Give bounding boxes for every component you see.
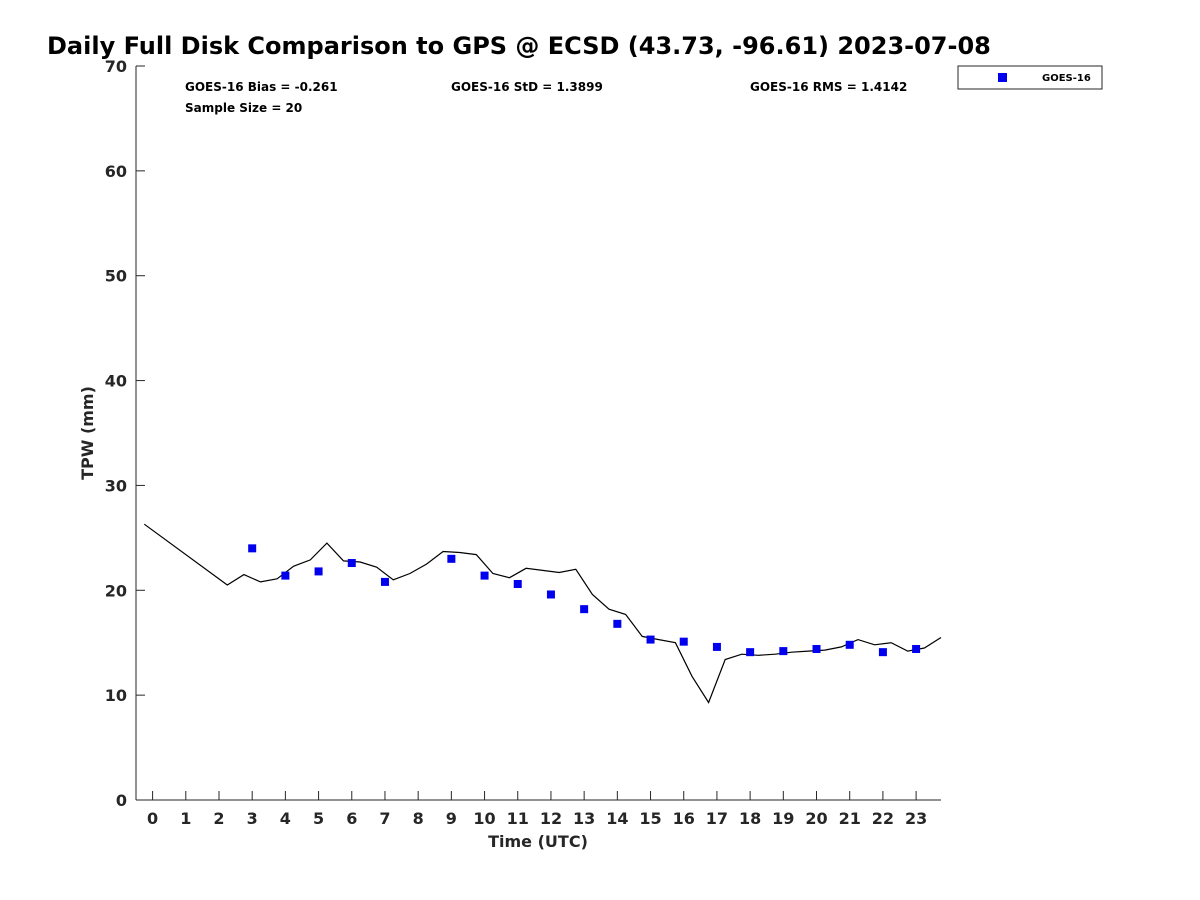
x-tick-label: 2 <box>213 809 224 828</box>
y-axis-label: TPW (mm) <box>78 386 97 480</box>
x-tick-label: 15 <box>639 809 661 828</box>
legend-label-goes16: GOES-16 <box>1042 73 1091 84</box>
goes16-data-point <box>480 571 489 580</box>
legend-marker-goes16 <box>998 73 1007 82</box>
y-tick-label: 70 <box>105 57 127 76</box>
chart-title: Daily Full Disk Comparison to GPS @ ECSD… <box>47 32 991 60</box>
y-tick-label: 30 <box>105 476 127 495</box>
goes16-data-point <box>248 544 257 553</box>
x-tick-label: 8 <box>413 809 424 828</box>
x-tick-label: 9 <box>446 809 457 828</box>
x-tick-label: 18 <box>739 809 761 828</box>
x-tick-label: 6 <box>346 809 357 828</box>
y-tick-label: 50 <box>105 267 127 286</box>
y-tick-label: 20 <box>105 581 127 600</box>
legend: GOES-16 <box>957 65 1103 90</box>
x-tick-label: 17 <box>706 809 728 828</box>
goes16-data-point <box>281 571 290 580</box>
goes16-data-point <box>314 567 323 576</box>
goes16-data-point <box>613 619 622 628</box>
x-tick-label: 10 <box>473 809 495 828</box>
x-tick-label: 5 <box>313 809 324 828</box>
x-tick-label: 21 <box>839 809 861 828</box>
y-tick-label: 40 <box>105 372 127 391</box>
std-stat: GOES-16 StD = 1.3899 <box>451 80 603 94</box>
x-axis-label: Time (UTC) <box>488 832 588 851</box>
goes16-data-point <box>712 642 721 651</box>
goes16-data-point <box>580 605 589 614</box>
x-tick-label: 0 <box>147 809 158 828</box>
x-tick-label: 11 <box>507 809 529 828</box>
goes16-data-point <box>878 648 887 657</box>
goes16-data-point <box>679 637 688 646</box>
goes16-data-point <box>646 635 655 644</box>
gps-tpw-line <box>143 523 942 704</box>
x-tick-label: 4 <box>280 809 291 828</box>
x-tick-label: 16 <box>673 809 695 828</box>
goes16-data-point <box>513 579 522 588</box>
y-ticks: 0 10 20 30 40 50 60 70 <box>105 57 145 810</box>
x-tick-label: 3 <box>247 809 258 828</box>
x-tick-label: 22 <box>872 809 894 828</box>
x-tick-label: 20 <box>805 809 827 828</box>
sample-size-stat: Sample Size = 20 <box>185 101 302 115</box>
x-tick-label: 14 <box>606 809 628 828</box>
goes16-data-point <box>779 647 788 656</box>
series-layer <box>143 523 942 704</box>
goes16-data-point <box>812 645 821 654</box>
x-ticks: 0 1 2 3 4 5 6 7 8 9 10 11 12 13 14 15 16 17 18 19 20 21 22 23 <box>147 791 927 828</box>
goes16-data-point <box>347 559 356 568</box>
bias-stat: GOES-16 Bias = -0.261 <box>185 80 338 94</box>
goes16-data-point <box>746 648 755 657</box>
x-tick-label: 1 <box>180 809 191 828</box>
goes16-data-point <box>380 577 389 586</box>
x-tick-label: 19 <box>772 809 794 828</box>
goes16-data-point <box>845 640 854 649</box>
x-tick-label: 23 <box>905 809 927 828</box>
goes16-data-point <box>912 645 921 654</box>
legend-box <box>957 65 1103 90</box>
y-tick-label: 60 <box>105 162 127 181</box>
x-tick-label: 7 <box>379 809 390 828</box>
y-tick-label: 0 <box>116 791 127 810</box>
y-tick-label: 10 <box>105 686 127 705</box>
rms-stat: GOES-16 RMS = 1.4142 <box>750 80 907 94</box>
x-tick-label: 12 <box>540 809 562 828</box>
x-tick-label: 13 <box>573 809 595 828</box>
goes16-data-point <box>546 590 555 599</box>
goes16-data-point <box>447 554 456 563</box>
